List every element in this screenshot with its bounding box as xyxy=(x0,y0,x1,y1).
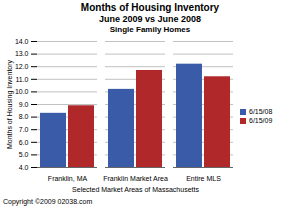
svg-text:Entire MLS: Entire MLS xyxy=(186,175,221,182)
svg-text:12.0: 12.0 xyxy=(15,63,29,70)
html-text:6/15/08: 6/15/08 xyxy=(249,108,273,115)
svg-text:11.0: 11.0 xyxy=(15,76,28,83)
svg-text:6.0: 6.0 xyxy=(19,139,29,146)
html-text:Single Family Homes: Single Family Homes xyxy=(109,25,191,34)
svg-text:Franklin Market Area: Franklin Market Area xyxy=(103,175,168,182)
svg-text:5.0: 5.0 xyxy=(19,151,29,158)
html-text:Months of Housing Inventory: Months of Housing Inventory xyxy=(80,2,220,13)
svg-text:4.0: 4.0 xyxy=(19,164,29,171)
html-text:June 2009 vs June 2008: June 2009 vs June 2008 xyxy=(99,14,201,24)
html-text:Copyright ©2009 02038.com: Copyright ©2009 02038.com xyxy=(3,198,93,205)
svg-text:14.0: 14.0 xyxy=(15,38,29,45)
svg-text:Months of Housing Inventory: Months of Housing Inventory xyxy=(6,59,14,149)
svg-text:10.0: 10.0 xyxy=(15,88,29,95)
html-text:6/15/09: 6/15/09 xyxy=(249,117,273,124)
svg-text:9.0: 9.0 xyxy=(19,101,29,108)
svg-text:Selected Market Areas of Massa: Selected Market Areas of Massachusetts xyxy=(72,186,199,193)
svg-text:13.0: 13.0 xyxy=(15,50,29,57)
svg-text:7.0: 7.0 xyxy=(19,126,29,133)
svg-text:Franklin, MA: Franklin, MA xyxy=(48,175,88,182)
svg-text:8.0: 8.0 xyxy=(19,113,29,120)
